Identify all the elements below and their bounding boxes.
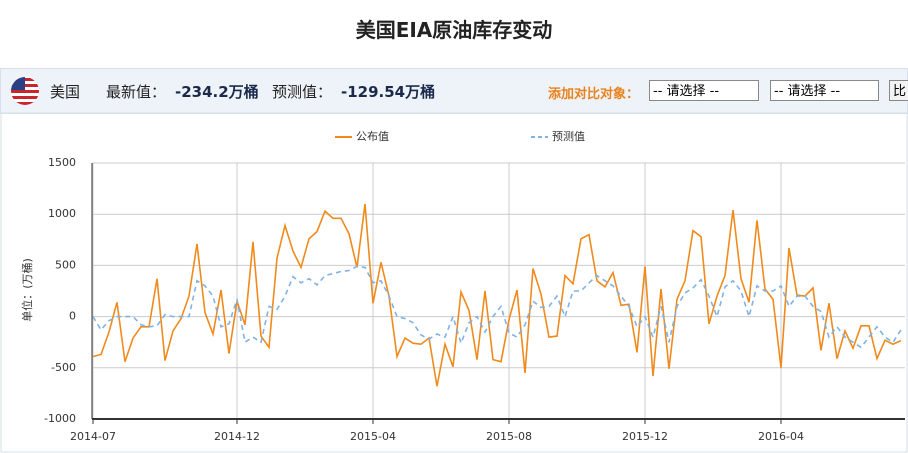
compare-label: 添加对比对象： <box>548 87 640 102</box>
x-tick-label: 2016-04 <box>758 430 804 443</box>
y-tick-label: 500 <box>55 258 76 271</box>
series-line <box>92 265 902 349</box>
select[interactable]: -- 请选择 -- <box>649 80 759 101</box>
latest-value: -234.2万桶 <box>175 83 259 101</box>
forecast-label: 预测值： <box>272 83 333 101</box>
latest-label: 最新值： <box>106 83 167 101</box>
flag <box>11 77 39 105</box>
select[interactable]: -- 请选择 -- <box>770 80 879 101</box>
compare-button[interactable]: 比 <box>889 80 908 101</box>
y-tick-label: -500 <box>51 361 76 374</box>
series-line <box>92 203 902 387</box>
legend-label: 公布值 <box>356 130 389 143</box>
y-axis-label: 单位：(万桶) <box>20 258 34 322</box>
y-tick-label: 1500 <box>48 156 76 169</box>
x-tick-label: 2014-12 <box>214 430 260 443</box>
x-tick-label: 2015-12 <box>622 430 668 443</box>
x-tick-label: 2015-08 <box>486 430 532 443</box>
legend-label: 预测值 <box>552 130 585 143</box>
forecast-value: -129.54万桶 <box>341 83 436 101</box>
chart-frame <box>0 112 908 453</box>
country: 美国 <box>50 83 81 101</box>
x-tick-label: 2014-07 <box>70 430 116 443</box>
y-tick-label: 1000 <box>48 207 76 220</box>
y-tick-label: 0 <box>69 310 76 323</box>
y-tick-label: -1000 <box>44 412 76 425</box>
x-tick-label: 2015-04 <box>350 430 396 443</box>
page-title: 美国EIA原油库存变动 <box>355 18 553 42</box>
